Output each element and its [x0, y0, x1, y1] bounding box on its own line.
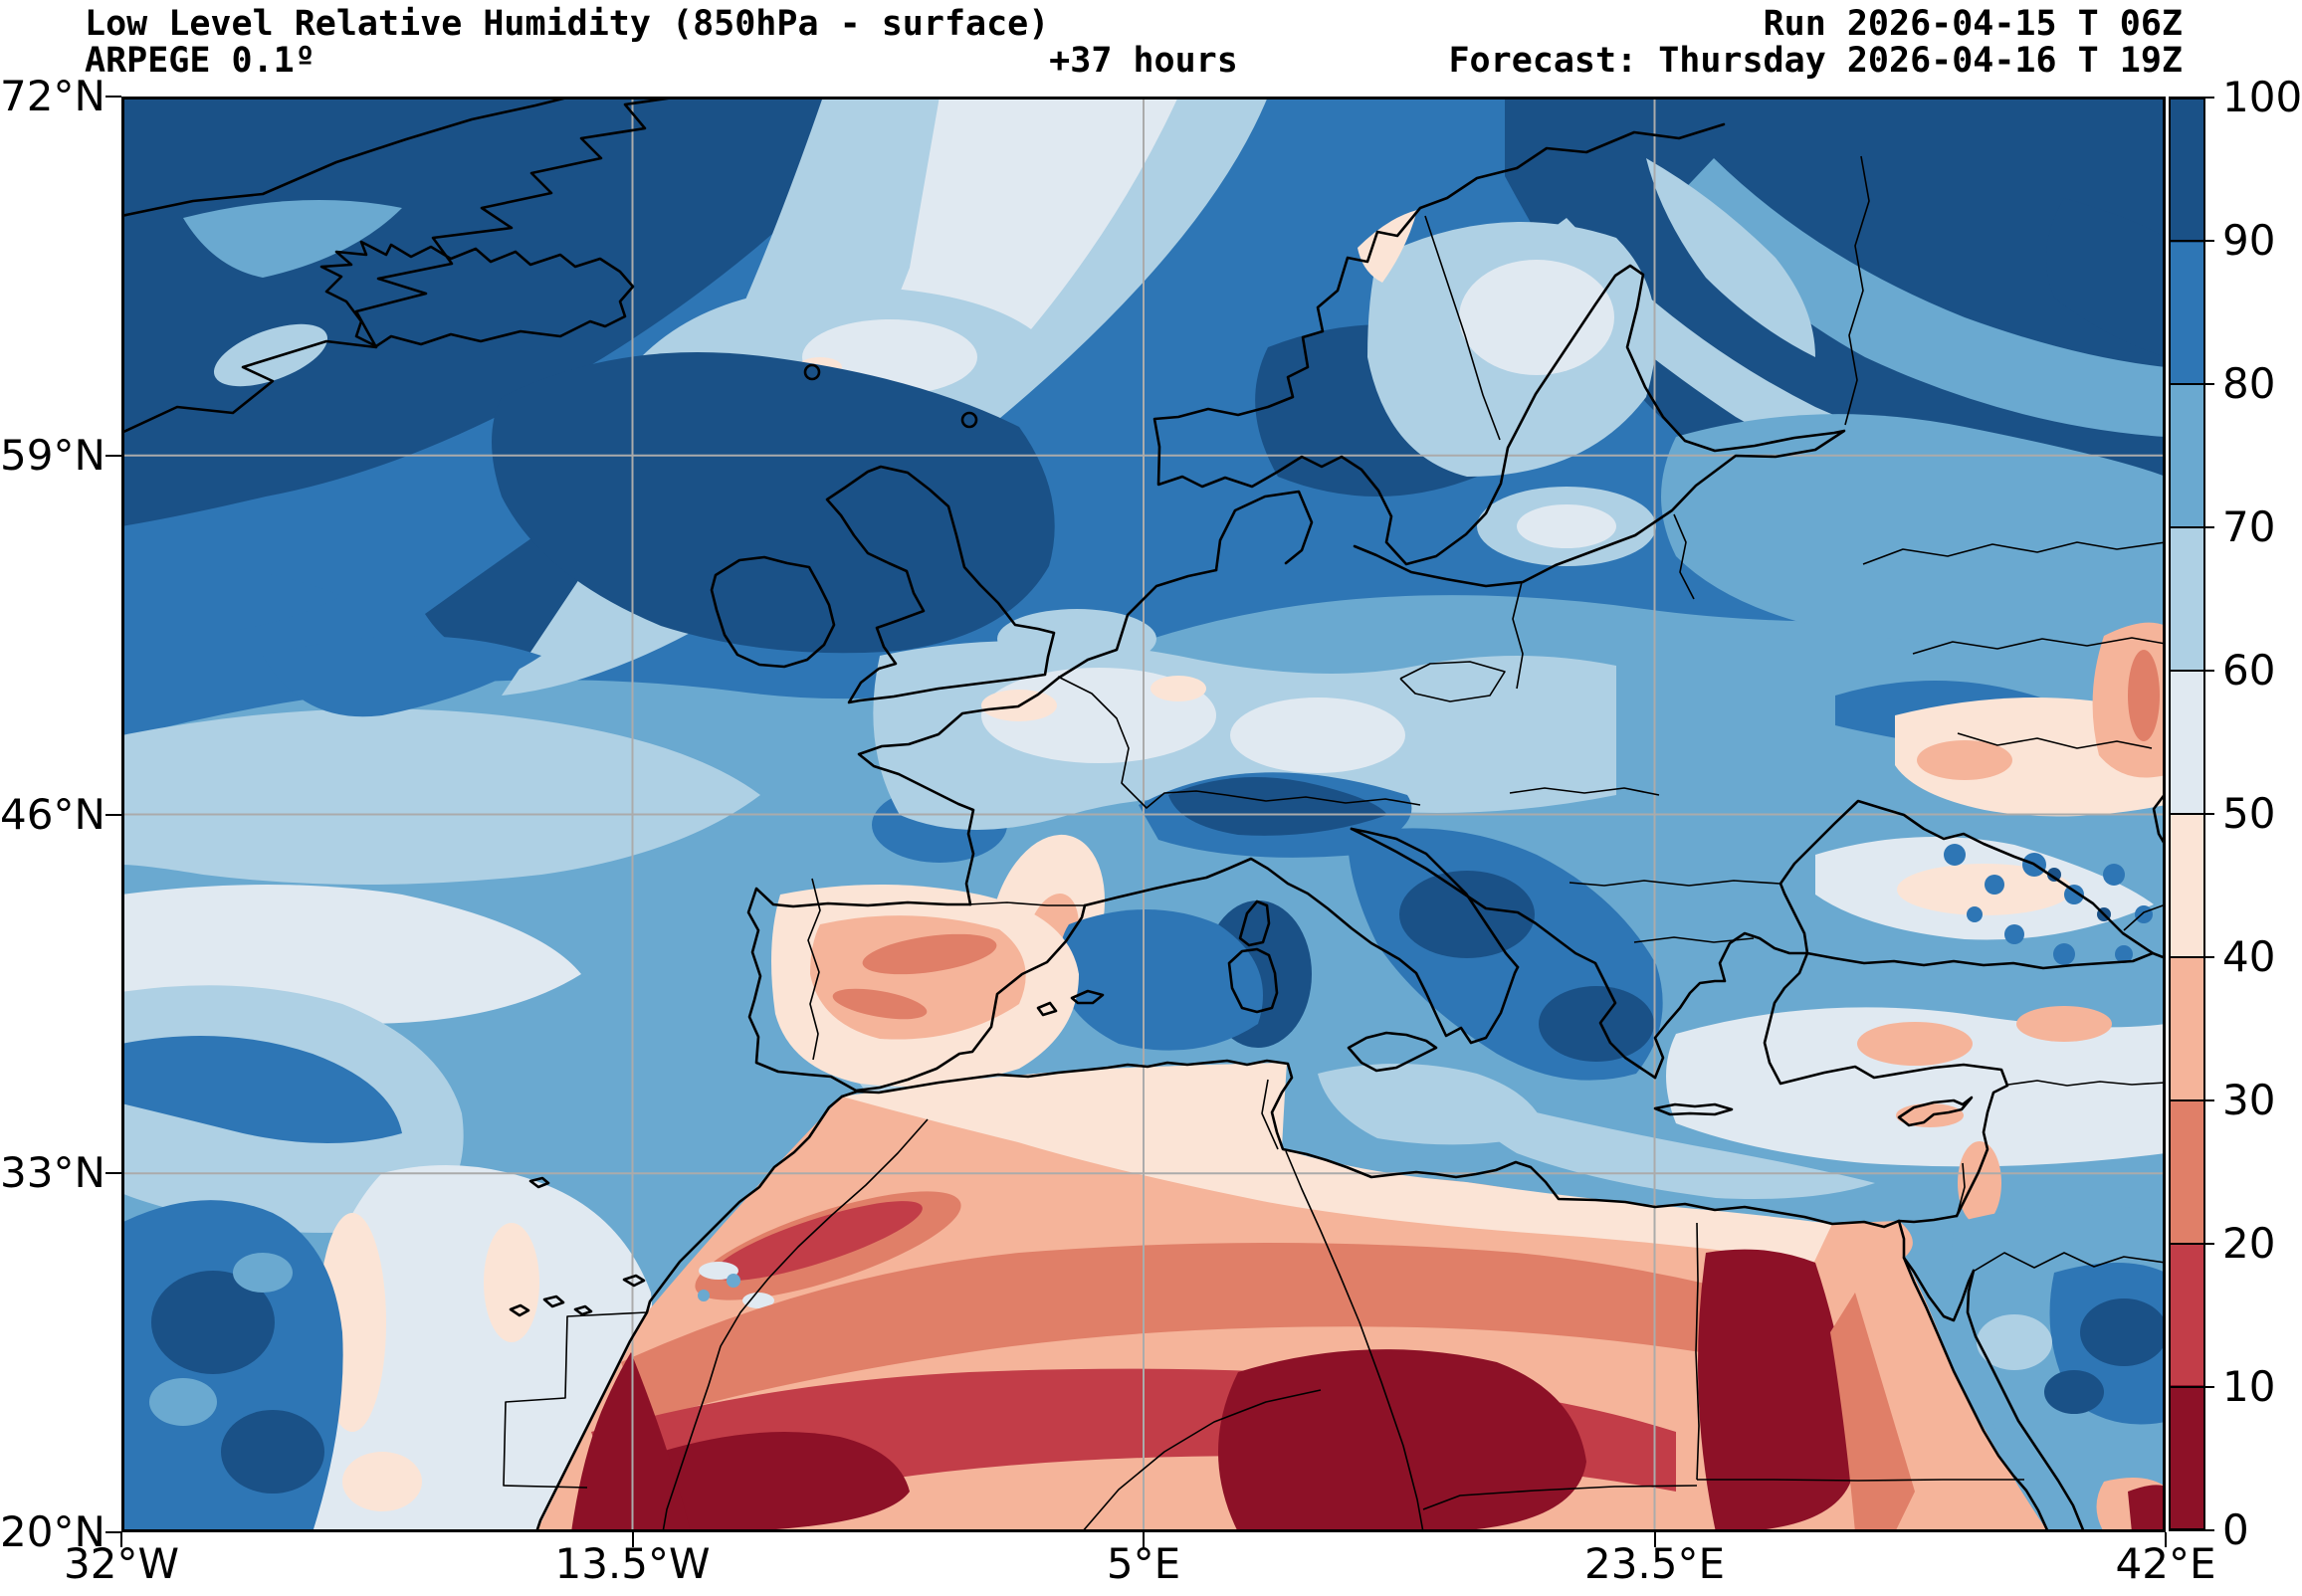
coastlines: [121, 97, 2166, 1532]
lat-tick-mark: [105, 813, 121, 816]
colorbar-band: [2171, 527, 2203, 672]
colorbar-tick-label: 10: [2222, 1362, 2276, 1411]
lon-tick-label: 23.5°E: [1583, 1539, 1726, 1588]
forecast-label: Forecast: Thursday 2026-04-16 T 19Z: [1448, 41, 2183, 81]
colorbar-tick-mark: [2169, 97, 2214, 99]
lat-tick-label: 33°N: [0, 1148, 105, 1198]
model-label: ARPEGE 0.1º: [85, 41, 315, 81]
run-label: Run 2026-04-15 T 06Z: [1763, 4, 2183, 44]
colorbar-tick-mark: [2169, 383, 2214, 385]
colorbar-tick-label: 100: [2222, 73, 2302, 121]
colorbar-band: [2171, 1385, 2203, 1528]
colorbar-tick-label: 30: [2222, 1076, 2276, 1124]
colorbar-band: [2171, 100, 2203, 243]
colorbar-tick-label: 0: [2222, 1505, 2249, 1554]
lon-tick-label: 5°E: [1106, 1539, 1181, 1588]
lon-tick-mark: [1143, 1532, 1145, 1547]
lon-tick-mark: [120, 1532, 122, 1547]
colorbar-tick-mark: [2169, 670, 2214, 672]
lat-tick-label: 59°N: [0, 430, 105, 480]
lat-tick-label: 46°N: [0, 789, 105, 839]
colorbar-band: [2171, 242, 2203, 386]
country-borders: [503, 155, 2166, 1532]
colorbar-band: [2171, 1099, 2203, 1243]
lon-tick-label: 42°E: [2115, 1539, 2216, 1588]
lat-tick-label: 72°N: [0, 72, 105, 120]
colorbar-tick-mark: [2169, 956, 2214, 958]
colorbar-band: [2171, 1242, 2203, 1386]
colorbar-tick-label: 80: [2222, 359, 2276, 408]
graticule: [121, 97, 2166, 1532]
colorbar: [2169, 98, 2205, 1530]
map-frame: [121, 97, 2166, 1532]
colorbar-tick-mark: [2169, 1386, 2214, 1388]
chart-title: Low Level Relative Humidity (850hPa - su…: [85, 4, 1050, 44]
map-canvas: [121, 97, 2166, 1532]
colorbar-band: [2171, 956, 2203, 1100]
colorbar-tick-mark: [2169, 1099, 2214, 1101]
colorbar-tick-label: 50: [2222, 789, 2276, 838]
colorbar-band: [2171, 813, 2203, 957]
colorbar-tick-mark: [2169, 813, 2214, 815]
colorbar-tick-label: 70: [2222, 502, 2276, 551]
lon-tick-label: 32°W: [64, 1539, 179, 1588]
lon-tick-mark: [1653, 1532, 1656, 1547]
colorbar-tick-label: 20: [2222, 1219, 2276, 1268]
lat-tick-label: 20°N: [0, 1507, 105, 1556]
colorbar-tick-label: 90: [2222, 216, 2276, 265]
lat-tick-mark: [105, 1172, 121, 1175]
colorbar-band: [2171, 385, 2203, 528]
colorbar-tick-label: 60: [2222, 646, 2276, 695]
colorbar-tick-mark: [2169, 240, 2214, 242]
lead-time-label: +37 hours: [1049, 41, 1238, 81]
colorbar-tick-label: 40: [2222, 932, 2276, 981]
lat-tick-mark: [105, 454, 121, 457]
lat-tick-mark: [105, 1531, 121, 1533]
colorbar-tick-mark: [2169, 1243, 2214, 1245]
colorbar-tick-mark: [2169, 1529, 2214, 1531]
lon-tick-mark: [631, 1532, 634, 1547]
lon-tick-mark: [2165, 1532, 2167, 1547]
colorbar-band: [2171, 671, 2203, 814]
colorbar-tick-mark: [2169, 526, 2214, 528]
lat-tick-mark: [105, 96, 121, 98]
lon-tick-label: 13.5°W: [554, 1539, 711, 1588]
